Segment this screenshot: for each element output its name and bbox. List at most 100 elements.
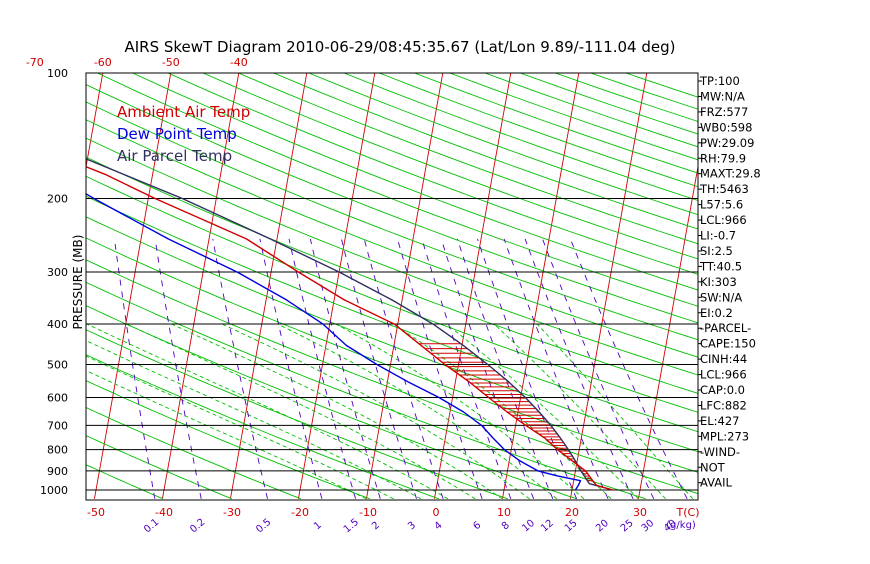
stability-indices: TP:100MW:N/AFRZ:577WB0:598PW:29.09RH:79.… <box>698 74 761 490</box>
mixing-ratio-tick-label: 12 <box>539 518 556 535</box>
mixing-ratio-line <box>114 239 154 499</box>
index-entry: TH:5463 <box>699 182 749 196</box>
isotherm-line <box>366 54 446 499</box>
isotherm-line <box>0 54 38 499</box>
top-temp-tick-label: -50 <box>162 56 180 69</box>
index-entry: LCL:966 <box>700 368 747 382</box>
isotherm-line <box>842 54 870 499</box>
index-entry: RH:79.9 <box>700 151 746 165</box>
pressure-tick-label: 800 <box>47 444 68 457</box>
y-axis-label: PRESSURE (MB) <box>71 235 85 330</box>
index-entry: TP:100 <box>699 74 740 88</box>
index-entry: SW:N/A <box>700 290 742 304</box>
dry-adiabat-line <box>0 54 577 499</box>
moist-adiabat-line <box>537 324 693 499</box>
mixing-ratio-tick-label: 0.2 <box>188 517 207 536</box>
moist-adiabat-line <box>20 324 394 499</box>
pressure-tick-label: 100 <box>47 67 68 80</box>
dry-adiabat-line <box>297 54 870 499</box>
index-entry: CINH:44 <box>700 352 747 366</box>
mixing-ratio-tick-label: 4 <box>433 520 445 533</box>
series-line <box>0 73 580 490</box>
index-entry: EI:0.2 <box>700 306 733 320</box>
top-temp-tick-label: -60 <box>94 56 112 69</box>
legend-entry: Air Parcel Temp <box>117 147 232 165</box>
dry-adiabat-line <box>366 54 870 499</box>
moist-adiabat-line <box>393 324 611 499</box>
mixing-ratio-line <box>525 239 633 499</box>
chart-title: AIRS SkewT Diagram 2010-06-29/08:45:35.6… <box>124 38 675 56</box>
index-entry: CAP:0.0 <box>700 383 745 397</box>
legend-entry: Ambient Air Temp <box>117 103 250 121</box>
moist-adiabat-line <box>494 324 665 499</box>
mixing-ratio-tick-label: 0.1 <box>142 517 161 536</box>
pressure-tick-label: 300 <box>47 266 68 279</box>
index-entry: KI:303 <box>700 275 737 289</box>
index-entry: LCL:966 <box>700 213 747 227</box>
legend: Ambient Air Temp Dew Point Temp Air Parcel… <box>117 103 250 165</box>
mixing-ratio-line <box>397 239 482 499</box>
mixing-ratio-line <box>341 239 416 499</box>
bottom-temp-tick-label: -50 <box>87 506 105 519</box>
mixing-ratio-line <box>155 239 201 499</box>
index-entry: NOT <box>700 460 726 474</box>
pressure-tick-label: 400 <box>47 318 68 331</box>
index-entry: EL:427 <box>700 414 740 428</box>
mixing-ratio-tick-label: 1 <box>312 520 324 533</box>
bottom-temp-tick-label: 10 <box>497 506 511 519</box>
bottom-temp-tick-label: -20 <box>291 506 309 519</box>
mixing-ratio-tick-label: 8 <box>500 520 512 533</box>
moist-adiabat-line <box>222 324 529 499</box>
pressure-tick-label: 600 <box>47 391 68 404</box>
mixing-ratio-line <box>570 239 687 499</box>
bottom-temp-tick-label: 30 <box>633 506 647 519</box>
dry-adiabat-line <box>434 54 870 499</box>
mixing-ratio-tick-label: 2 <box>370 520 382 533</box>
moist-adiabat-line <box>172 324 503 499</box>
index-entry: AVAIL <box>700 476 733 490</box>
index-entry: SI:2.5 <box>700 244 733 258</box>
mixing-ratio-line <box>504 239 608 499</box>
index-entry: MW:N/A <box>700 89 745 103</box>
legend-entry: Dew Point Temp <box>117 125 237 143</box>
bottom-temp-tick-label: 0 <box>433 506 440 519</box>
dry-adiabat-line <box>400 54 870 499</box>
mixing-ratio-line <box>457 239 552 499</box>
index-entry: LI:-0.7 <box>700 229 736 243</box>
mixing-ratio-tick-label: 6 <box>471 520 483 533</box>
mixing-ratio-tick-label: 15 <box>563 518 580 535</box>
isotherm-line <box>774 54 854 499</box>
dry-adiabat-line <box>468 54 870 499</box>
index-entry: CAPE:150 <box>700 337 756 351</box>
bottom-temp-tick-label: -40 <box>155 506 173 519</box>
pressure-tick-label: 700 <box>47 419 68 432</box>
top-temp-tick-label: -70 <box>26 56 44 69</box>
index-entry: LFC:882 <box>700 398 747 412</box>
index-entry: -PARCEL- <box>700 321 751 335</box>
index-entry: L57:5.6 <box>700 198 743 212</box>
mixing-ratio-line <box>543 239 654 499</box>
mixing-ratio-tick-label: 3 <box>406 520 418 533</box>
dry-adiabat-line <box>229 54 870 499</box>
index-entry: TT:40.5 <box>699 259 742 273</box>
isotherm-line <box>298 54 378 499</box>
pressure-tick-label: 200 <box>47 193 68 206</box>
mixing-ratio-tick-label: 25 <box>619 518 636 535</box>
bottom-temp-tick-label: 20 <box>565 506 579 519</box>
mixing-ratio-unit-label: (g/kg) <box>666 520 696 531</box>
index-entry: FRZ:577 <box>700 105 748 119</box>
index-entry: MAXT:29.8 <box>700 167 761 181</box>
mixing-ratio-tick-label: 30 <box>640 518 657 535</box>
mixing-ratio-tick-label: 0.5 <box>254 517 273 536</box>
top-temp-tick-label: -40 <box>230 56 248 69</box>
bottom-temp-tick-label: -10 <box>359 506 377 519</box>
index-entry: -WIND- <box>700 445 740 459</box>
mixing-ratio-tick-label: 20 <box>594 518 611 535</box>
pressure-tick-label: 500 <box>47 358 68 371</box>
dry-adiabat-line <box>195 54 870 499</box>
